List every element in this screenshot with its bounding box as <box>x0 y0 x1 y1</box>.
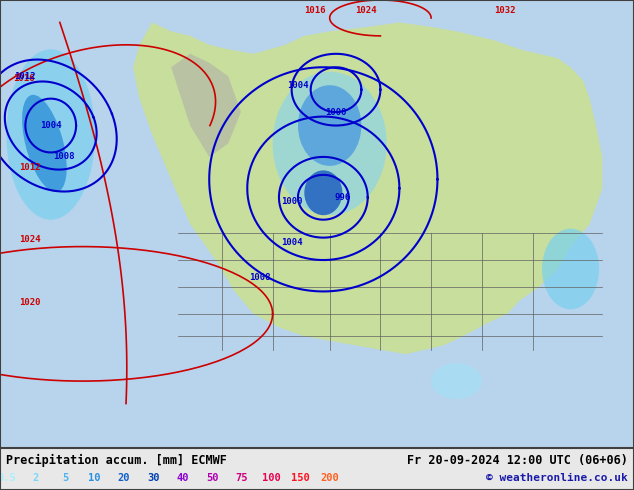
Ellipse shape <box>298 85 361 166</box>
Text: 1020: 1020 <box>19 298 41 307</box>
Text: 996: 996 <box>334 193 351 202</box>
Polygon shape <box>171 54 241 157</box>
Text: 1000: 1000 <box>281 197 302 206</box>
Text: 1016: 1016 <box>13 74 34 83</box>
Ellipse shape <box>273 72 387 215</box>
Ellipse shape <box>22 95 67 192</box>
Text: 1024: 1024 <box>355 6 377 16</box>
Text: 200: 200 <box>320 473 339 483</box>
Polygon shape <box>133 23 602 354</box>
Ellipse shape <box>542 229 599 309</box>
Text: 1000: 1000 <box>325 108 347 117</box>
Text: 0.5: 0.5 <box>0 473 16 483</box>
Text: 1024: 1024 <box>19 235 41 244</box>
Text: Fr 20-09-2024 12:00 UTC (06+06): Fr 20-09-2024 12:00 UTC (06+06) <box>407 454 628 466</box>
Text: 1004: 1004 <box>40 121 61 130</box>
Text: 1012: 1012 <box>15 72 36 81</box>
Text: 1032: 1032 <box>495 6 516 16</box>
Text: 100: 100 <box>261 473 280 483</box>
Text: 20: 20 <box>118 473 130 483</box>
Text: 40: 40 <box>176 473 189 483</box>
Text: 1004: 1004 <box>287 81 309 90</box>
Text: 1008: 1008 <box>53 152 74 161</box>
Ellipse shape <box>304 171 342 215</box>
Text: 30: 30 <box>147 473 160 483</box>
Text: 50: 50 <box>206 473 218 483</box>
Ellipse shape <box>431 363 482 399</box>
Text: 2: 2 <box>32 473 39 483</box>
Text: 150: 150 <box>291 473 309 483</box>
Text: 5: 5 <box>62 473 68 483</box>
Text: 1008: 1008 <box>249 273 271 282</box>
Text: Precipitation accum. [mm] ECMWF: Precipitation accum. [mm] ECMWF <box>6 453 227 466</box>
Text: 1016: 1016 <box>304 6 326 16</box>
Text: 10: 10 <box>88 473 101 483</box>
Text: 75: 75 <box>235 473 248 483</box>
Text: 1004: 1004 <box>281 238 302 246</box>
Ellipse shape <box>6 49 95 220</box>
Text: © weatheronline.co.uk: © weatheronline.co.uk <box>486 473 628 483</box>
Text: 1012: 1012 <box>19 163 41 172</box>
